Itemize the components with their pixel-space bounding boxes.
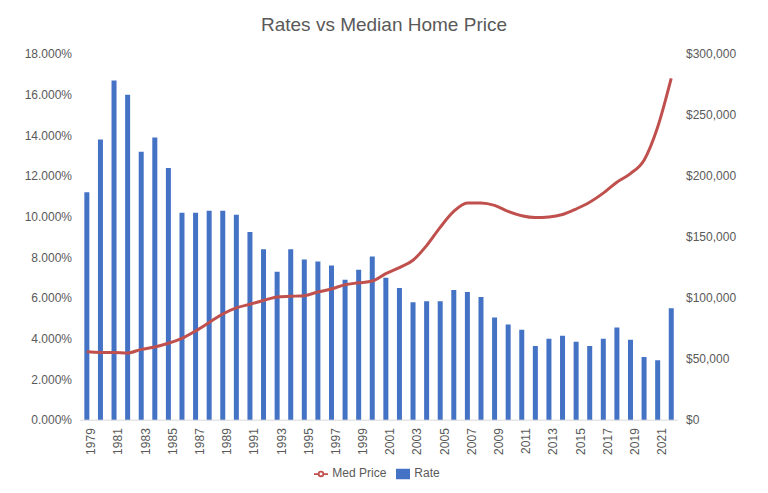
svg-text:$200,000: $200,000 (686, 169, 736, 183)
svg-text:16.000%: 16.000% (25, 88, 73, 102)
svg-text:$250,000: $250,000 (686, 108, 736, 122)
svg-text:10.000%: 10.000% (25, 210, 73, 224)
svg-text:2001: 2001 (383, 428, 397, 455)
svg-text:1985: 1985 (166, 428, 180, 455)
svg-text:12.000%: 12.000% (25, 169, 73, 183)
svg-text:2003: 2003 (410, 428, 424, 455)
svg-text:2.000%: 2.000% (31, 373, 72, 387)
html-text:Med Price: Med Price (332, 466, 387, 481)
html-text:Rate: Rate (414, 466, 440, 481)
svg-text:1993: 1993 (275, 428, 289, 455)
svg-text:$0: $0 (686, 413, 700, 427)
svg-text:1979: 1979 (84, 428, 98, 455)
svg-text:1999: 1999 (356, 428, 370, 455)
svg-text:2009: 2009 (492, 428, 506, 455)
svg-text:8.000%: 8.000% (31, 251, 72, 265)
svg-text:2019: 2019 (628, 428, 642, 455)
svg-text:1997: 1997 (329, 428, 343, 455)
svg-text:18.000%: 18.000% (25, 47, 73, 61)
svg-text:1989: 1989 (220, 428, 234, 455)
svg-text:1995: 1995 (302, 428, 316, 455)
svg-text:$150,000: $150,000 (686, 230, 736, 244)
svg-text:$300,000: $300,000 (686, 47, 736, 61)
svg-text:2011: 2011 (519, 428, 533, 454)
svg-text:1991: 1991 (247, 428, 261, 455)
svg-text:0.000%: 0.000% (31, 413, 72, 427)
svg-text:2005: 2005 (438, 428, 452, 455)
html-text:Rates vs Median Home Price: Rates vs Median Home Price (261, 14, 507, 35)
svg-text:1983: 1983 (139, 428, 153, 455)
svg-text:6.000%: 6.000% (31, 291, 72, 305)
svg-text:2017: 2017 (601, 428, 615, 455)
svg-text:1981: 1981 (111, 428, 125, 455)
svg-text:$100,000: $100,000 (686, 291, 736, 305)
svg-text:2007: 2007 (465, 428, 479, 455)
svg-text:2015: 2015 (574, 428, 588, 455)
svg-text:14.000%: 14.000% (25, 129, 73, 143)
svg-text:4.000%: 4.000% (31, 332, 72, 346)
svg-text:2013: 2013 (546, 428, 560, 455)
svg-text:1987: 1987 (193, 428, 207, 455)
svg-text:$50,000: $50,000 (686, 352, 730, 366)
svg-text:2021: 2021 (655, 428, 669, 455)
